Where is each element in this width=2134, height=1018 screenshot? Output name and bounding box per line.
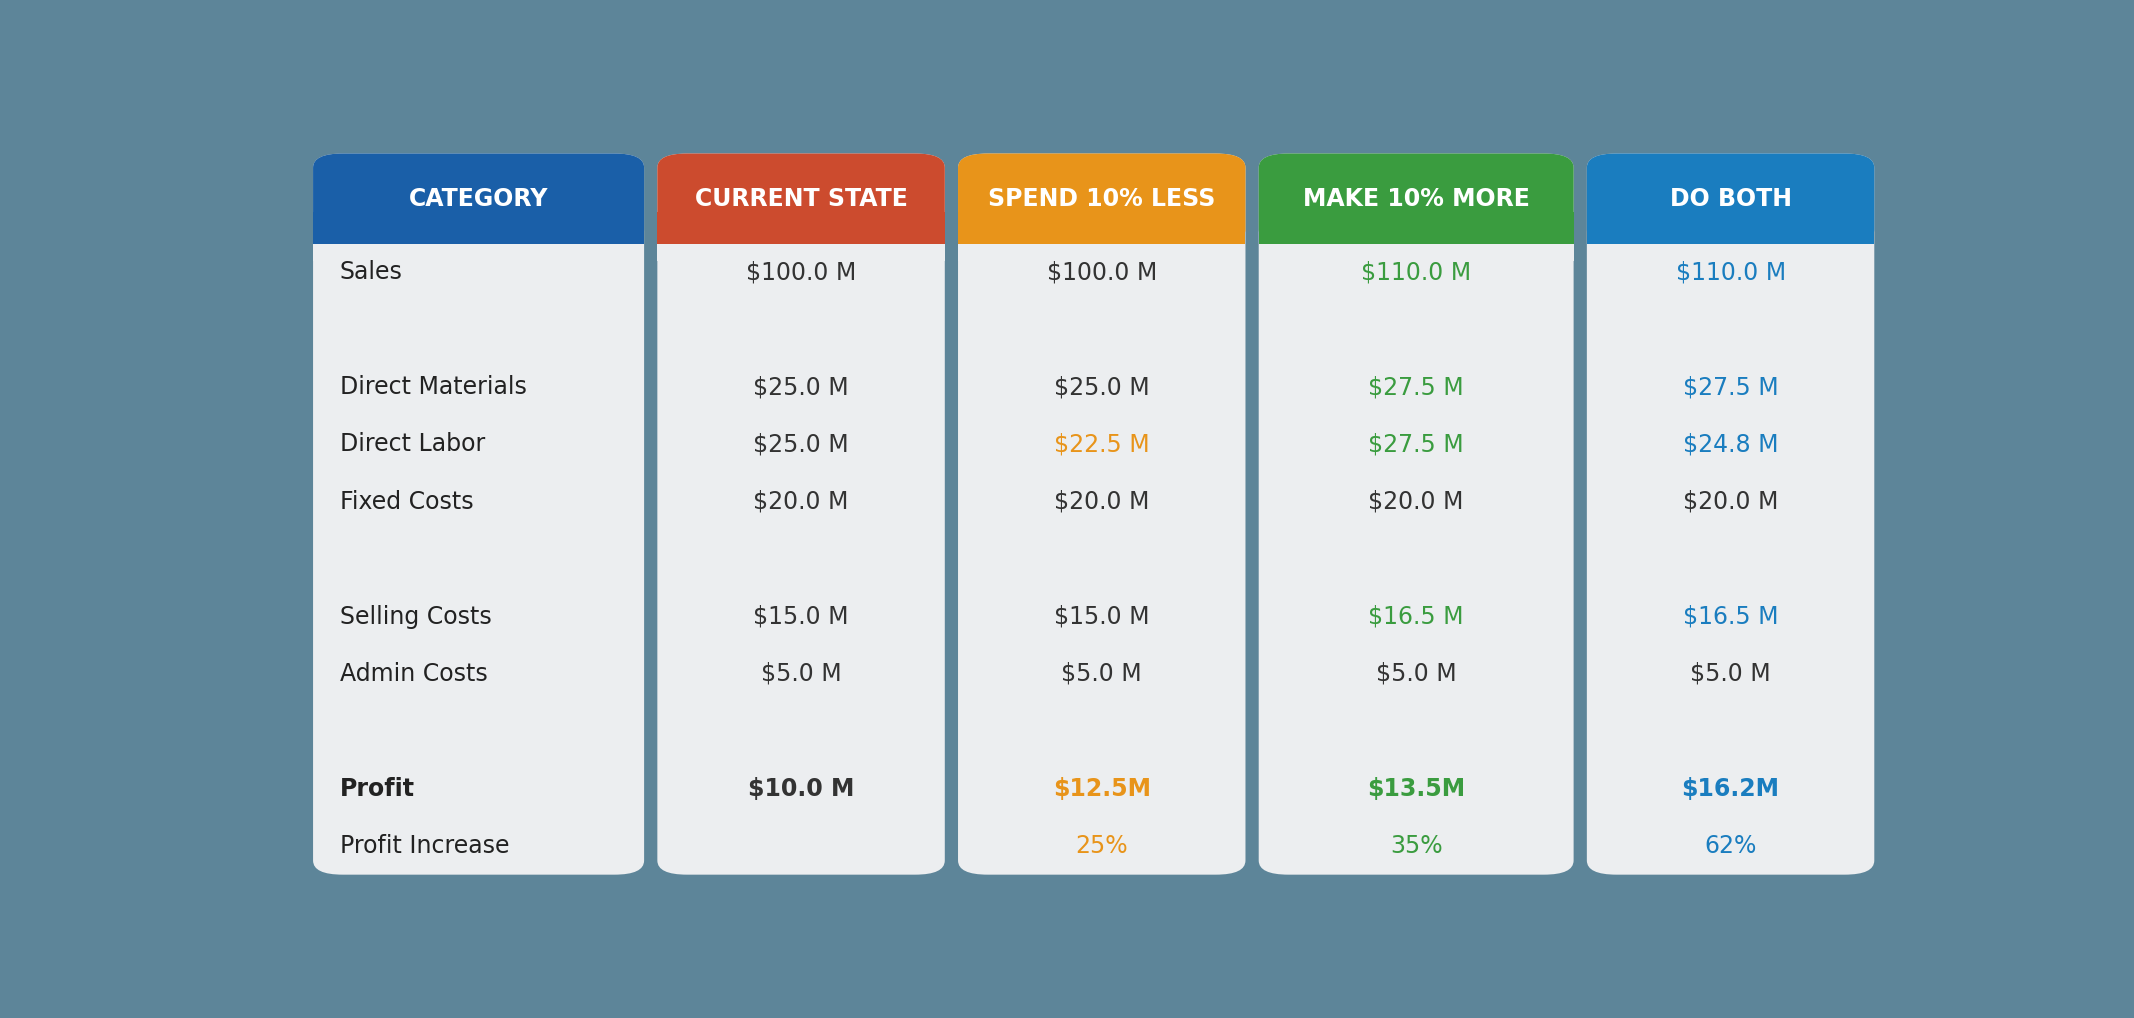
FancyBboxPatch shape [314, 154, 644, 874]
Text: $22.5 M: $22.5 M [1054, 433, 1150, 456]
Text: $27.5 M: $27.5 M [1368, 433, 1464, 456]
Text: $100.0 M: $100.0 M [747, 261, 856, 284]
FancyBboxPatch shape [314, 154, 644, 243]
Text: $5.0 M: $5.0 M [1061, 662, 1142, 686]
Text: $20.0 M: $20.0 M [753, 490, 849, 514]
Text: Sales: Sales [339, 261, 403, 284]
Text: $25.0 M: $25.0 M [753, 375, 849, 399]
Text: Admin Costs: Admin Costs [339, 662, 487, 686]
Text: $13.5M: $13.5M [1368, 777, 1466, 800]
Text: $110.0 M: $110.0 M [1675, 261, 1786, 284]
Text: CATEGORY: CATEGORY [410, 186, 548, 211]
FancyBboxPatch shape [657, 154, 945, 874]
Text: Selling Costs: Selling Costs [339, 605, 491, 628]
Text: $12.5M: $12.5M [1052, 777, 1150, 800]
Text: $110.0 M: $110.0 M [1361, 261, 1470, 284]
Text: $20.0 M: $20.0 M [1368, 490, 1464, 514]
FancyBboxPatch shape [1259, 154, 1573, 874]
Text: Fixed Costs: Fixed Costs [339, 490, 474, 514]
Text: $24.8 M: $24.8 M [1684, 433, 1778, 456]
Bar [657, 243, 945, 261]
FancyBboxPatch shape [1588, 154, 1874, 874]
Text: Direct Materials: Direct Materials [339, 375, 527, 399]
Text: CURRENT STATE: CURRENT STATE [696, 186, 907, 211]
Text: $20.0 M: $20.0 M [1054, 490, 1150, 514]
Bar [1259, 243, 1573, 261]
Text: Profit Increase: Profit Increase [339, 834, 510, 858]
Text: $25.0 M: $25.0 M [1054, 375, 1150, 399]
Bar [958, 212, 1246, 243]
Bar [1588, 212, 1874, 243]
Bar [657, 212, 945, 243]
Text: $5.0 M: $5.0 M [760, 662, 841, 686]
Text: Profit: Profit [339, 777, 414, 800]
Text: 62%: 62% [1705, 834, 1756, 858]
Text: $20.0 M: $20.0 M [1684, 490, 1778, 514]
Text: $16.2M: $16.2M [1682, 777, 1780, 800]
Text: $10.0 M: $10.0 M [747, 777, 854, 800]
Text: $16.5 M: $16.5 M [1368, 605, 1464, 628]
Text: 35%: 35% [1389, 834, 1443, 858]
FancyBboxPatch shape [1259, 154, 1573, 243]
FancyBboxPatch shape [1588, 154, 1874, 243]
Text: SPEND 10% LESS: SPEND 10% LESS [988, 186, 1216, 211]
Text: $15.0 M: $15.0 M [753, 605, 849, 628]
FancyBboxPatch shape [958, 154, 1246, 243]
Text: $27.5 M: $27.5 M [1684, 375, 1778, 399]
Text: $16.5 M: $16.5 M [1684, 605, 1778, 628]
Text: $15.0 M: $15.0 M [1054, 605, 1150, 628]
Text: DO BOTH: DO BOTH [1669, 186, 1793, 211]
Text: MAKE 10% MORE: MAKE 10% MORE [1302, 186, 1530, 211]
Text: $5.0 M: $5.0 M [1376, 662, 1458, 686]
Bar [314, 243, 644, 261]
Bar [314, 212, 644, 243]
FancyBboxPatch shape [958, 154, 1246, 874]
Bar [1588, 243, 1874, 261]
Text: 25%: 25% [1076, 834, 1129, 858]
FancyBboxPatch shape [657, 154, 945, 243]
Text: $100.0 M: $100.0 M [1046, 261, 1157, 284]
Text: Direct Labor: Direct Labor [339, 433, 484, 456]
Text: $27.5 M: $27.5 M [1368, 375, 1464, 399]
Bar [958, 243, 1246, 261]
Text: $5.0 M: $5.0 M [1690, 662, 1771, 686]
Text: $25.0 M: $25.0 M [753, 433, 849, 456]
Bar [1259, 212, 1573, 243]
